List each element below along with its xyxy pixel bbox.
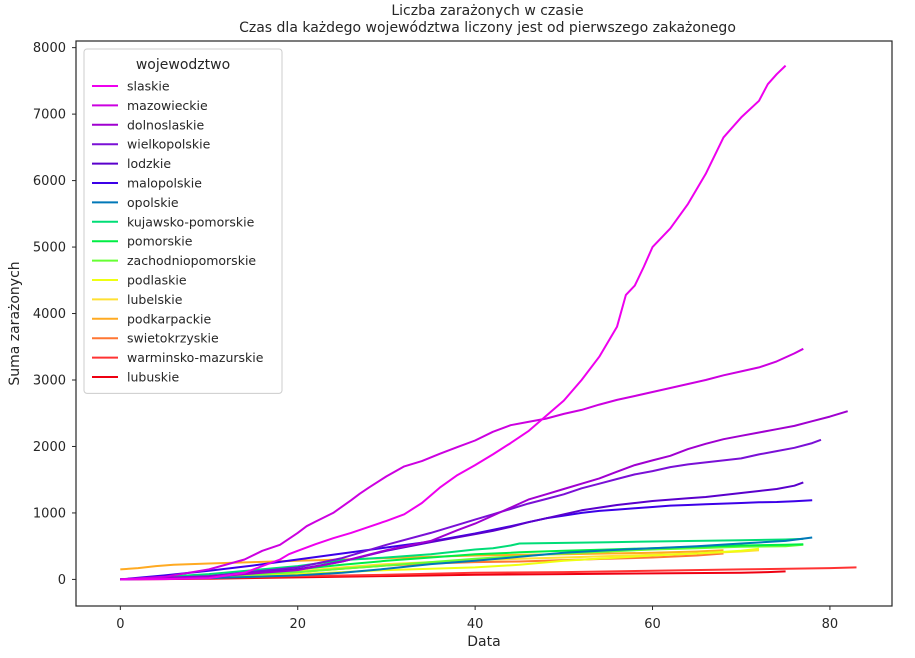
legend-box: [83, 48, 283, 394]
legend-item-label: malopolskie: [127, 176, 202, 191]
legend-item-label: opolskie: [127, 195, 179, 210]
chart-title: Liczba zarażonych w czasie: [391, 3, 584, 19]
legend-item-label: podkarpackie: [127, 311, 212, 326]
series-layer: [120, 64, 857, 581]
y-axis-label: Suma zarażonych: [7, 261, 23, 385]
series-line-podlaskie: [120, 547, 760, 581]
legend-title: wojewodztwo: [136, 57, 230, 73]
legend-item-label: zachodniopomorskie: [127, 253, 256, 268]
series-line-opolskie: [120, 536, 813, 581]
series-line-malopolskie: [120, 499, 813, 581]
legend-item-label: pomorskie: [127, 234, 193, 249]
series-line-mazowieckie: [120, 347, 804, 581]
chart-subtitle: Czas dla każdego województwa liczony jes…: [239, 20, 736, 36]
axis-ticks: 0 20 40 60 80 0 1000 2000 3000 4000 5000 6000 7000 80…: [33, 41, 838, 632]
legend-item-label: mazowieckie: [127, 98, 208, 113]
legend-item-label: slaskie: [127, 79, 170, 94]
y-tick-label: 3000: [33, 374, 66, 389]
x-tick-label: 0: [116, 617, 124, 632]
legend-item-label: kujawsko-pomorskie: [127, 214, 255, 229]
series-line-dolnoslaskie: [120, 410, 848, 581]
y-tick-label: 1000: [33, 506, 66, 521]
series-line-wielkopolskie: [120, 438, 822, 581]
x-tick-label: 20: [289, 617, 306, 632]
legend: wojewodztwo slaskie mazowieckie dolnoslaski…: [83, 48, 283, 394]
y-tick-label: 5000: [33, 241, 66, 256]
y-tick-label: 0: [58, 573, 66, 588]
y-tick-label: 2000: [33, 440, 66, 455]
y-tick-label: 8000: [33, 41, 66, 56]
legend-item-label: lubelskie: [127, 292, 183, 307]
legend-item-label: dolnoslaskie: [127, 117, 204, 132]
legend-item-label: podlaskie: [127, 273, 187, 288]
y-tick-label: 6000: [33, 174, 66, 189]
y-tick-label: 7000: [33, 108, 66, 123]
plot-frame: [75, 40, 893, 607]
series-line-podkarpackie: [120, 549, 724, 571]
x-tick-label: 80: [822, 617, 839, 632]
legend-item-label: warminsko-mazurskie: [127, 350, 264, 365]
legend-item-label: lodzkie: [127, 156, 171, 171]
x-tick-label: 60: [644, 617, 661, 632]
series-line-pomorskie: [120, 543, 804, 581]
legend-item-label: lubuskie: [127, 370, 179, 385]
y-tick-label: 4000: [33, 307, 66, 322]
legend-item-label: swietokrzyskie: [127, 331, 219, 346]
x-tick-label: 40: [467, 617, 484, 632]
series-line-slaskie: [120, 64, 787, 581]
x-axis-label: Data: [467, 634, 500, 650]
legend-item-label: wielkopolskie: [127, 137, 211, 152]
